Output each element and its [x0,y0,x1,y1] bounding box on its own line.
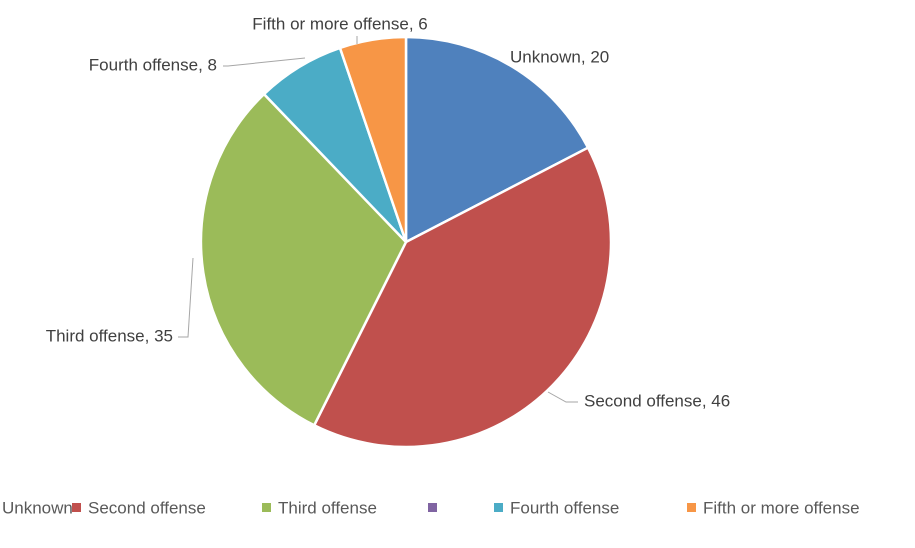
leader-line-fourth-offense [223,57,306,67]
data-label-second-offense: Second offense, 46 [584,391,730,410]
slice-unknown [404,35,590,245]
legend-swatch-fourth-offense [494,503,503,512]
legend-label-third-offense: Third offense [278,498,377,517]
slice-second-offense [312,146,613,449]
legend-swatch-third-offense [262,503,271,512]
pie-slices [199,35,613,449]
data-labels: Unknown, 20 Second offense, 46 Third offen… [46,14,730,410]
leader-line-second-offense [547,391,578,403]
data-label-fifth-or-more-offense: Fifth or more offense, 6 [252,14,427,33]
legend-swatch-second-offense [72,503,81,512]
legend-label-unknown: Unknown [2,498,73,517]
leader-lines [178,36,578,403]
legend-swatch-fifth-or-more-offense [687,503,696,512]
leader-line-third-offense [178,257,194,338]
legend: Unknown Second offense Third offense Fourth… [2,498,860,517]
legend-swatch-blank [428,503,437,512]
legend-label-fourth-offense: Fourth offense [510,498,619,517]
slice-fifth-or-more-offense [338,35,408,243]
data-label-unknown: Unknown, 20 [510,47,609,66]
data-label-fourth-offense: Fourth offense, 8 [89,55,217,74]
data-label-third-offense: Third offense, 35 [46,326,173,345]
slice-third-offense [199,92,408,427]
legend-label-fifth-or-more-offense: Fifth or more offense [703,498,860,517]
legend-label-second-offense: Second offense [88,498,206,517]
